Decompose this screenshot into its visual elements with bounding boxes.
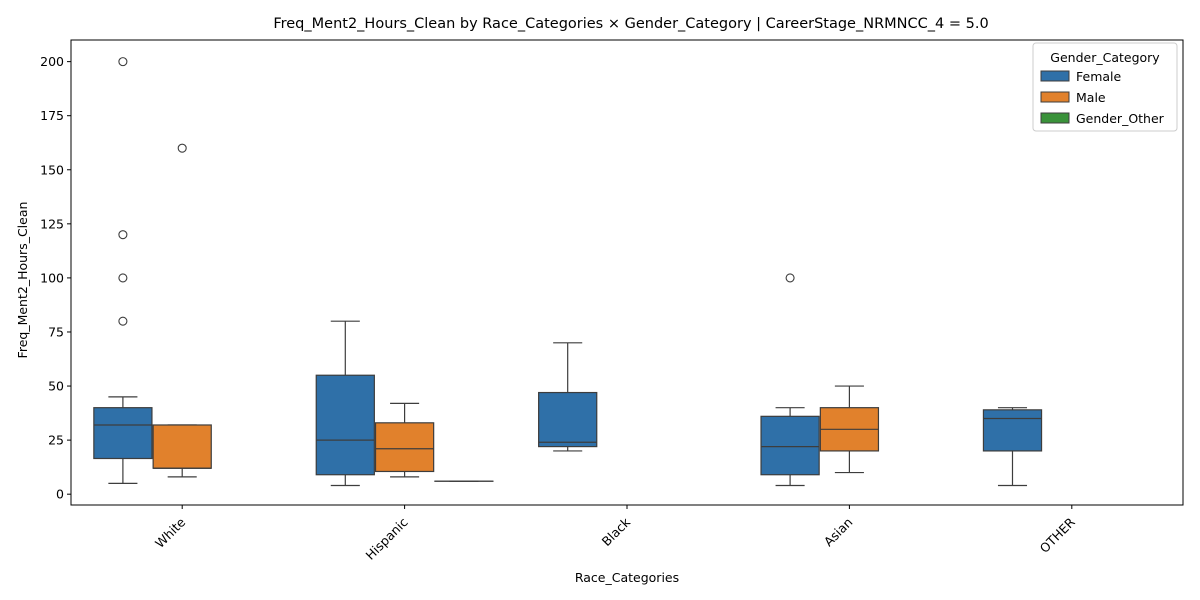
box-male-asian <box>819 385 880 474</box>
outlier-point <box>118 230 128 240</box>
y-tick-label: 25 <box>48 433 64 448</box>
outlier-point <box>118 273 128 283</box>
box-female-white <box>93 57 153 484</box>
y-tick-label: 50 <box>48 379 64 394</box>
box-female-hispanic <box>315 320 375 487</box>
legend-title: Gender_Category <box>1050 50 1160 65</box>
y-tick-label: 0 <box>56 487 64 502</box>
legend-box <box>1032 42 1178 132</box>
y-tick-label: 150 <box>40 162 64 177</box>
chart-title: Freq_Ment2_Hours_Clean by Race_Categorie… <box>273 16 988 32</box>
iqr-box <box>374 422 435 473</box>
iqr-box <box>93 407 153 460</box>
box-male-hispanic <box>374 402 435 478</box>
legend-entry-label: Female <box>1076 69 1122 84</box>
y-axis-label: Freq_Ment2_Hours_Clean <box>15 202 30 359</box>
y-axis: 0 25 50 75 100 125 150 175 200 <box>40 54 71 502</box>
outlier-point <box>118 316 128 326</box>
y-tick-label: 175 <box>40 108 64 123</box>
box-male-white <box>152 143 212 478</box>
outlier-point <box>785 273 795 283</box>
x-axis-label: Race_Categories <box>575 570 679 585</box>
iqr-box <box>152 424 212 469</box>
iqr-box <box>538 391 598 448</box>
outlier-point <box>177 143 187 153</box>
legend-entry-label: Male <box>1076 90 1106 105</box>
legend: Gender_Category Female Male Gender_Other <box>1032 42 1178 132</box>
iqr-box <box>760 415 820 476</box>
legend-entry-label: Gender_Other <box>1076 111 1165 126</box>
box-female-asian <box>760 273 820 487</box>
legend-swatch <box>1040 70 1070 82</box>
iqr-box <box>982 409 1043 452</box>
y-tick-label: 200 <box>40 54 64 69</box>
legend-swatch <box>1040 112 1070 124</box>
box-female-other <box>982 407 1043 487</box>
y-tick-label: 125 <box>40 216 64 231</box>
outlier-point <box>118 57 128 67</box>
legend-swatch <box>1040 91 1070 103</box>
y-tick-label: 75 <box>48 324 64 339</box>
iqr-box <box>315 374 375 476</box>
box-female-black <box>538 342 598 452</box>
y-tick-label: 100 <box>40 270 64 285</box>
